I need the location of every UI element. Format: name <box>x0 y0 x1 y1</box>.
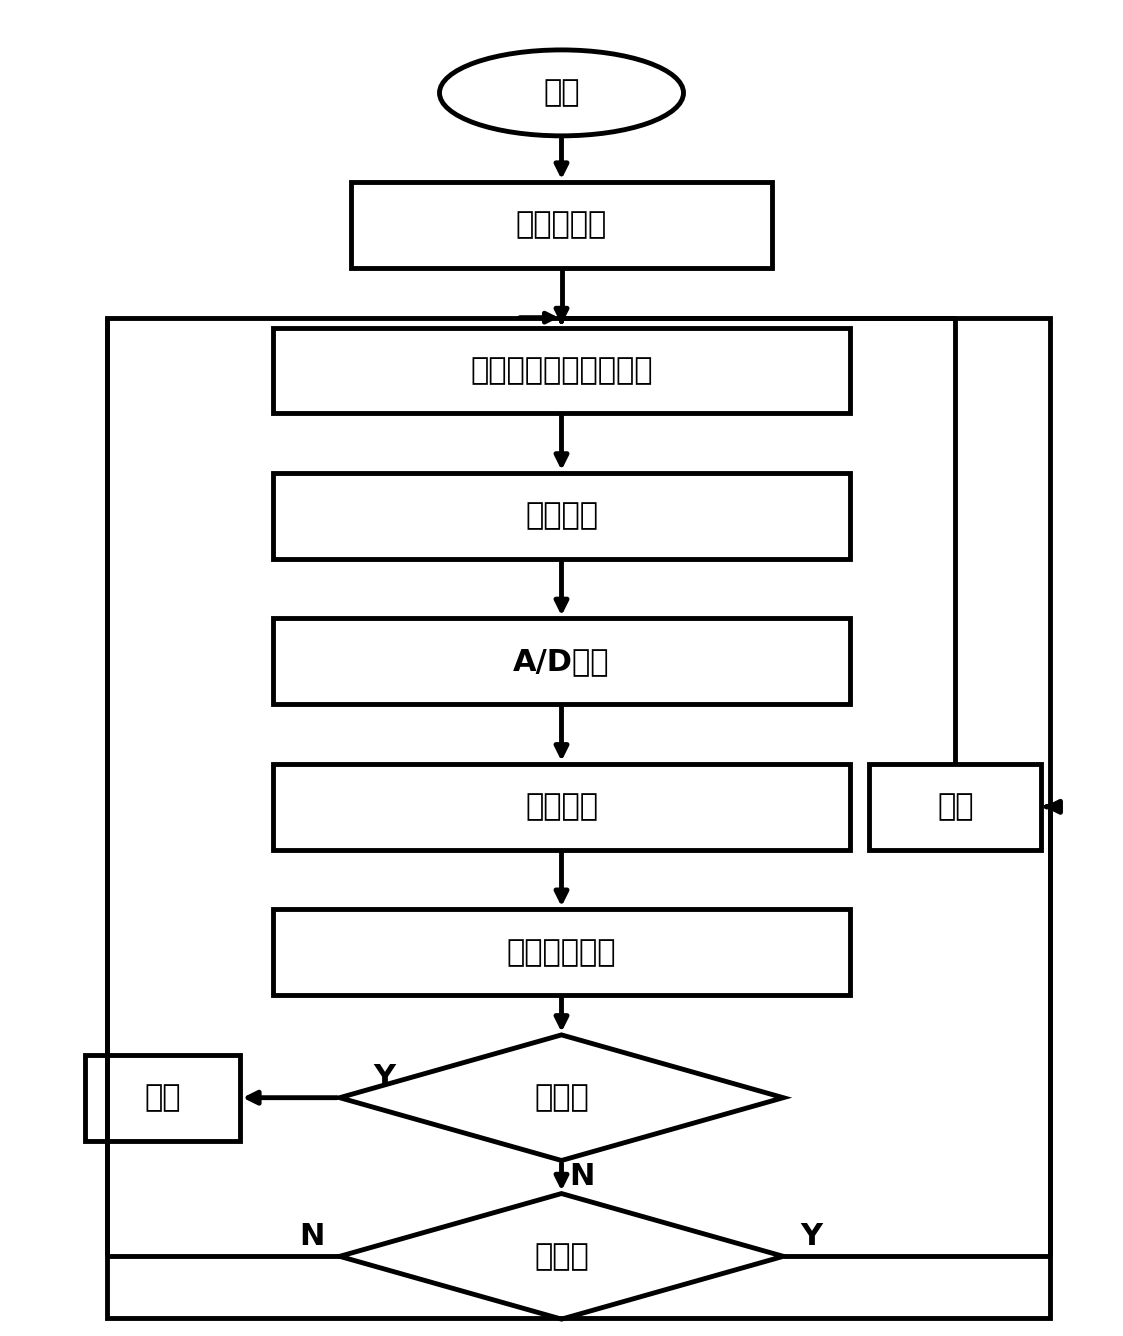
Text: 报警: 报警 <box>144 1083 181 1112</box>
Text: 相关参数的设定与显示: 相关参数的设定与显示 <box>471 355 652 385</box>
Text: Y: Y <box>373 1063 395 1093</box>
Text: 数据存储: 数据存储 <box>524 792 599 822</box>
Text: N: N <box>568 1162 594 1190</box>
Bar <box>869 764 1041 850</box>
Bar <box>107 318 1050 1319</box>
Bar <box>350 182 773 269</box>
Text: 按键？: 按键？ <box>535 1242 588 1271</box>
Bar <box>273 910 850 995</box>
Text: 超限？: 超限？ <box>535 1083 588 1112</box>
Text: Y: Y <box>800 1222 822 1250</box>
Bar <box>273 327 850 414</box>
Text: 湿度采集: 湿度采集 <box>524 501 599 530</box>
Text: 开始: 开始 <box>544 79 579 107</box>
Bar <box>273 764 850 850</box>
Text: A/D转换: A/D转换 <box>513 647 610 676</box>
Bar <box>273 473 850 558</box>
Text: N: N <box>299 1222 325 1250</box>
Text: 延时: 延时 <box>937 792 974 822</box>
Text: 与设定値比较: 与设定値比较 <box>506 938 617 967</box>
Bar <box>84 1054 240 1141</box>
Text: 系统初始化: 系统初始化 <box>515 211 608 239</box>
Bar <box>273 619 850 704</box>
